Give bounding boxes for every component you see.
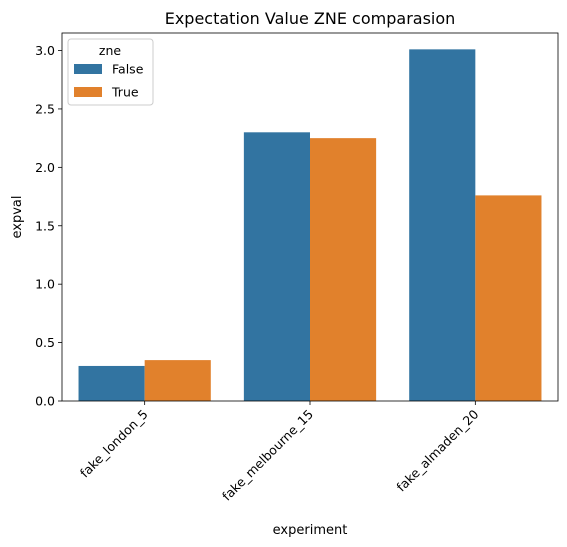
legend-label-false: False xyxy=(112,62,144,77)
legend-title: zne xyxy=(99,43,121,58)
y-tick-label: 0.0 xyxy=(35,394,55,409)
bar-true-fake_london_5 xyxy=(144,360,211,401)
chart-title: Expectation Value ZNE comparasion xyxy=(165,9,456,28)
plot-frame xyxy=(61,32,559,402)
bar-false-fake_melbourne_15 xyxy=(243,132,310,402)
legend-swatch-false xyxy=(74,64,102,74)
y-tick-label: 3.0 xyxy=(35,43,55,58)
x-axis: fake_london_5 fake_melbourne_15 fake_almad… xyxy=(77,401,481,504)
y-tick-label: 0.5 xyxy=(35,335,55,350)
legend: zne False True xyxy=(67,38,154,106)
bar-false-fake_london_5 xyxy=(78,365,145,401)
y-axis-label: expval xyxy=(10,196,25,239)
x-tick-label: fake_almaden_20 xyxy=(393,406,481,494)
x-tick-label: fake_london_5 xyxy=(77,407,151,481)
y-tick-label: 1.0 xyxy=(35,277,55,292)
x-axis-label: experiment xyxy=(273,523,348,538)
bars-group xyxy=(78,49,542,402)
x-tick-label: fake_melbourne_15 xyxy=(219,407,316,504)
y-axis: 0.0 0.5 1.0 1.5 2.0 2.5 3.0 xyxy=(35,43,62,409)
legend-swatch-true xyxy=(74,87,102,97)
y-tick-label: 1.5 xyxy=(35,218,55,233)
bar-true-fake_melbourne_15 xyxy=(310,138,377,401)
bar-false-fake_almaden_20 xyxy=(409,49,476,401)
y-tick-label: 2.0 xyxy=(35,160,55,175)
y-tick-label: 2.5 xyxy=(35,101,55,116)
bar-true-fake_almaden_20 xyxy=(475,195,542,401)
legend-label-true: True xyxy=(111,85,139,100)
